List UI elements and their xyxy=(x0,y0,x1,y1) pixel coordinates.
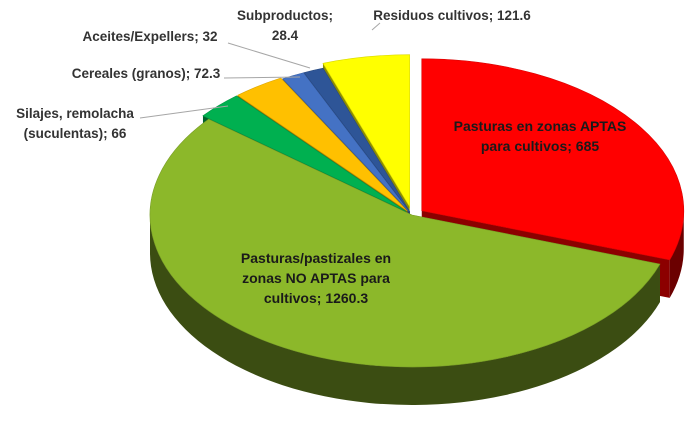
data-label-5-line-1: 28.4 xyxy=(272,28,299,43)
data-label-0-line-1: para cultivos; 685 xyxy=(481,138,599,154)
data-label-2-line-0: Silajes, remolacha xyxy=(16,106,134,121)
data-label-1-line-1: zonas NO APTAS para xyxy=(242,270,390,286)
data-label-2: Silajes, remolacha (suculentas); 66 xyxy=(16,106,134,141)
data-label-3-line-0: Cereales (granos); 72.3 xyxy=(72,66,221,81)
pie-slice-5 xyxy=(303,67,411,212)
data-label-5: Subproductos; 28.4 xyxy=(237,8,333,43)
pie-slice-2 xyxy=(202,95,407,212)
data-label-0-line-0: Pasturas en zonas APTAS xyxy=(454,118,627,134)
pie-slice-edge-1-0 xyxy=(150,215,660,405)
data-label-4-line-0: Aceites/Expellers; 32 xyxy=(82,29,217,44)
data-label-5-line-0: Subproductos; xyxy=(237,8,333,23)
data-label-6-line-0: Residuos cultivos; 121.6 xyxy=(373,8,531,23)
data-label-4: Aceites/Expellers; 32 xyxy=(82,29,217,44)
pie-tops xyxy=(149,54,685,368)
pie-slice-3 xyxy=(237,77,408,212)
pie-labels: Pasturas en zonas APTAS para cultivos; 68… xyxy=(16,8,626,306)
data-label-1-line-2: cultivos; 1260.3 xyxy=(264,290,368,306)
pie-slice-6 xyxy=(322,54,410,208)
pie-slice-edge-0-0 xyxy=(669,210,684,298)
leader-line-4 xyxy=(227,42,311,69)
data-label-6: Residuos cultivos; 121.6 xyxy=(373,8,531,23)
leader-line-6 xyxy=(371,22,381,31)
leader-line-3 xyxy=(223,76,301,79)
pie-slice-0 xyxy=(421,58,685,261)
pie-slice-4 xyxy=(282,72,410,212)
data-label-2-line-1: (suculentas); 66 xyxy=(24,126,127,141)
data-label-3: Cereales (granos); 72.3 xyxy=(72,66,221,81)
leader-line-2 xyxy=(139,105,229,119)
data-label-0: Pasturas en zonas APTAS para cultivos; 68… xyxy=(454,118,627,154)
data-label-1: Pasturas/pastizales en zonas NO APTAS par… xyxy=(241,250,391,306)
data-label-1-line-0: Pasturas/pastizales en xyxy=(241,250,391,266)
pie-slice-1 xyxy=(149,118,661,368)
